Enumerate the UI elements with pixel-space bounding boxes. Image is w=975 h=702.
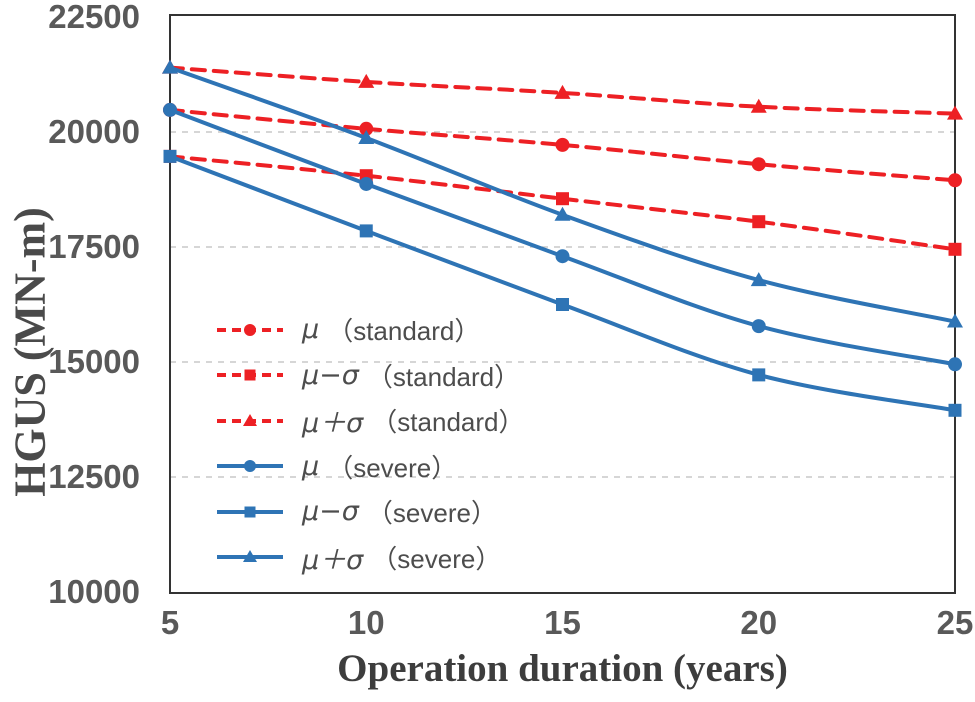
circle-marker (948, 173, 962, 188)
legend-symbol: μ−σ (302, 359, 359, 391)
y-tick-label: 15000 (48, 343, 140, 380)
triangle-marker (947, 313, 963, 328)
x-tick-label: 25 (936, 604, 974, 641)
circle-marker (751, 319, 766, 334)
triangle-marker (554, 206, 571, 221)
square-marker (752, 368, 766, 382)
legend-sample (217, 413, 283, 426)
series (163, 149, 962, 256)
circle-marker (163, 102, 177, 117)
circle-marker (244, 460, 256, 473)
legend-symbol: μ−σ (302, 496, 359, 528)
square-marker (556, 298, 569, 311)
y-tick-label: 20000 (48, 113, 140, 150)
legend-label: （standard） (366, 361, 521, 392)
series (162, 59, 963, 328)
circle-marker (244, 323, 256, 336)
x-tick-label: 5 (160, 604, 180, 641)
circle-marker (359, 176, 374, 191)
triangle-marker (358, 129, 375, 144)
legend-label: （severe） (366, 498, 497, 529)
y-tick-label: 12500 (48, 458, 140, 495)
triangle-marker (162, 59, 178, 74)
legend-sample (217, 506, 283, 518)
legend-sample (217, 550, 283, 563)
series (163, 102, 962, 188)
triangle-marker (358, 73, 375, 88)
x-axis-title: Operation duration (years) (337, 647, 788, 690)
triangle-marker (750, 272, 767, 287)
circle-marker (555, 249, 570, 264)
y-tick-label: 22500 (48, 0, 140, 35)
y-tick-label: 17500 (48, 228, 140, 265)
legend-item: μ＋σ （severe） (216, 535, 524, 581)
square-marker (244, 506, 256, 518)
legend-label: （severe） (327, 452, 458, 483)
legend-item: μ−σ （severe） (216, 489, 524, 535)
circle-marker (359, 121, 374, 136)
legend-label: （standard） (327, 316, 481, 347)
legend-label: （severe） (371, 543, 502, 574)
triangle-marker (243, 550, 257, 563)
square-marker (244, 369, 256, 381)
legend-item: μ （standard） (216, 307, 524, 353)
circle-marker (555, 137, 570, 152)
legend-sample (217, 369, 283, 381)
legend-item: μ−σ （standard） (216, 353, 524, 399)
triangle-marker (243, 413, 257, 426)
x-tick-label: 10 (347, 604, 385, 641)
legend-symbol: μ＋σ (302, 544, 364, 576)
triangle-marker (554, 84, 571, 99)
square-marker (359, 224, 373, 238)
triangle-marker (947, 105, 963, 120)
legend-item: μ （severe） (216, 444, 524, 490)
legend-symbol: μ＋σ (302, 408, 364, 440)
circle-marker (948, 357, 962, 372)
legend-symbol: μ (302, 314, 320, 346)
legend-sample (217, 460, 283, 473)
x-tick-label: 15 (544, 604, 581, 641)
legend-symbol: μ (302, 450, 320, 482)
square-marker (752, 215, 766, 229)
plot-border (169, 14, 956, 594)
series (163, 149, 962, 417)
legend-item: μ＋σ （standard） (216, 398, 524, 444)
circle-marker (751, 157, 766, 172)
triangle-marker (750, 98, 767, 113)
square-marker (948, 403, 962, 417)
legend: μ （standard） μ−σ （standard） μ＋σ （standard） μ （s… (216, 307, 524, 580)
legend-label: （standard） (371, 407, 525, 438)
legend-sample (217, 323, 283, 336)
y-axis-title: HGUS (MN-m) (5, 207, 55, 497)
series (163, 102, 962, 372)
x-tick-label: 20 (740, 604, 778, 641)
square-marker (556, 192, 569, 206)
square-marker (948, 242, 962, 256)
square-marker (163, 149, 177, 163)
series (162, 59, 963, 120)
y-tick-label: 10000 (48, 573, 140, 610)
